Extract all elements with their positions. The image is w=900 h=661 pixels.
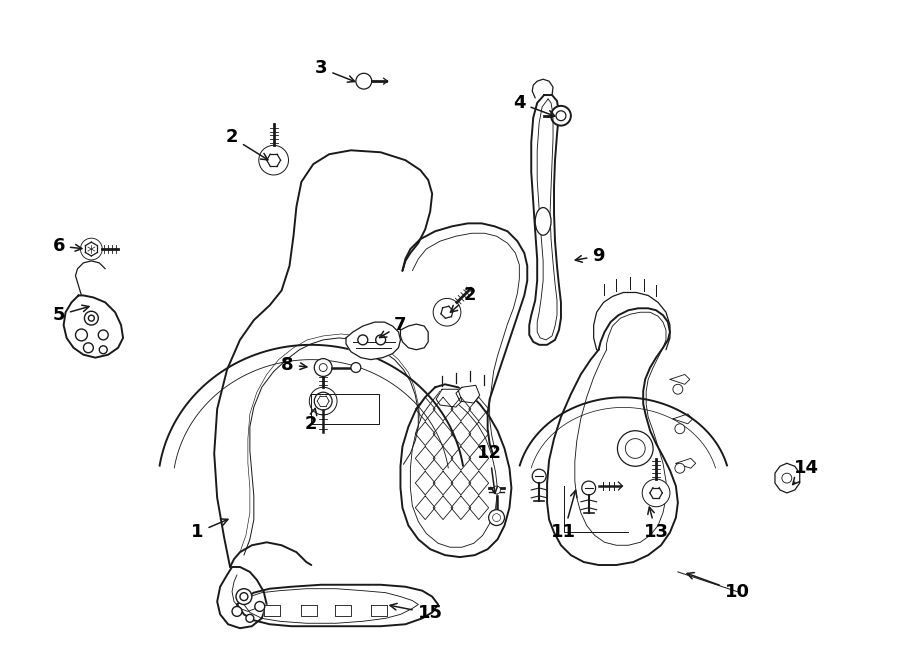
Text: 3: 3 xyxy=(315,59,355,82)
Circle shape xyxy=(310,387,338,415)
Circle shape xyxy=(375,335,385,345)
Circle shape xyxy=(673,384,683,394)
Circle shape xyxy=(358,335,368,345)
Circle shape xyxy=(314,392,332,410)
Circle shape xyxy=(320,364,327,371)
Text: 5: 5 xyxy=(52,305,89,324)
Circle shape xyxy=(617,431,653,466)
Circle shape xyxy=(246,614,254,622)
Circle shape xyxy=(76,329,87,341)
Text: 6: 6 xyxy=(52,237,82,255)
Circle shape xyxy=(99,346,107,354)
Ellipse shape xyxy=(536,208,551,235)
Polygon shape xyxy=(335,605,351,616)
Circle shape xyxy=(433,298,461,326)
Circle shape xyxy=(643,479,670,507)
Circle shape xyxy=(492,514,500,522)
Text: 2: 2 xyxy=(305,408,318,433)
Text: 9: 9 xyxy=(575,247,605,265)
Polygon shape xyxy=(547,308,678,565)
Circle shape xyxy=(236,589,252,605)
Text: 14: 14 xyxy=(793,459,819,485)
Circle shape xyxy=(551,106,571,126)
Circle shape xyxy=(84,343,94,353)
Circle shape xyxy=(782,473,792,483)
Circle shape xyxy=(351,363,361,372)
Polygon shape xyxy=(456,385,480,403)
Circle shape xyxy=(626,439,645,458)
Circle shape xyxy=(581,481,596,495)
Circle shape xyxy=(675,463,685,473)
Text: 1: 1 xyxy=(191,519,228,541)
Polygon shape xyxy=(214,150,432,567)
Circle shape xyxy=(489,510,505,525)
Circle shape xyxy=(675,424,685,434)
Circle shape xyxy=(532,469,546,483)
Text: 2: 2 xyxy=(226,128,268,160)
Circle shape xyxy=(85,311,98,325)
Polygon shape xyxy=(529,95,561,345)
Text: 15: 15 xyxy=(390,603,443,623)
Polygon shape xyxy=(775,463,800,493)
Polygon shape xyxy=(64,295,123,358)
Text: 7: 7 xyxy=(380,316,407,338)
Text: 12: 12 xyxy=(477,444,502,493)
Text: 4: 4 xyxy=(513,94,554,117)
Polygon shape xyxy=(436,389,462,407)
Text: 2: 2 xyxy=(450,286,476,312)
Text: 8: 8 xyxy=(281,356,307,373)
Polygon shape xyxy=(237,585,438,626)
Circle shape xyxy=(492,486,500,494)
Text: 10: 10 xyxy=(687,572,750,601)
Circle shape xyxy=(356,73,372,89)
Polygon shape xyxy=(346,322,400,360)
Text: 11: 11 xyxy=(552,490,577,541)
Polygon shape xyxy=(217,567,266,628)
Circle shape xyxy=(314,359,332,376)
Polygon shape xyxy=(302,605,317,616)
Circle shape xyxy=(255,602,265,611)
Circle shape xyxy=(88,315,94,321)
Polygon shape xyxy=(400,384,511,557)
Circle shape xyxy=(556,111,566,121)
Circle shape xyxy=(80,238,103,260)
Circle shape xyxy=(98,330,108,340)
Circle shape xyxy=(232,607,242,616)
Polygon shape xyxy=(264,605,280,616)
Text: 13: 13 xyxy=(644,507,669,541)
Circle shape xyxy=(259,145,289,175)
Circle shape xyxy=(240,593,248,601)
Polygon shape xyxy=(400,324,428,350)
Polygon shape xyxy=(371,605,387,616)
